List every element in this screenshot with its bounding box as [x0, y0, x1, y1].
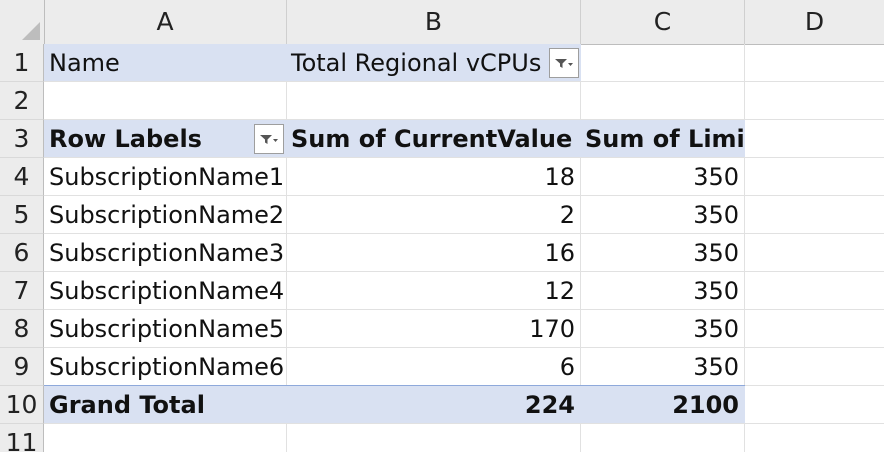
subscription-name-cell[interactable]: SubscriptionName4 — [49, 277, 285, 305]
grand-total-current[interactable]: 224 — [524, 391, 575, 419]
pivot-filter-band — [44, 44, 581, 81]
grand-total-limit[interactable]: 2100 — [672, 391, 739, 419]
sum-current-value-header[interactable]: Sum of CurrentValue — [291, 125, 573, 153]
column-header-b[interactable]: B — [287, 0, 581, 44]
row-header-1[interactable]: 1 — [0, 44, 44, 82]
filter-dropdown-button[interactable] — [549, 48, 579, 78]
gridline — [580, 44, 581, 452]
row-header-8[interactable]: 8 — [0, 310, 44, 348]
limit-cell[interactable]: 350 — [693, 353, 739, 381]
gridline — [44, 423, 884, 424]
subscription-name-cell[interactable]: SubscriptionName3 — [49, 239, 285, 267]
current-value-cell[interactable]: 16 — [544, 239, 575, 267]
gridline — [44, 233, 884, 234]
pivot-header-band — [44, 120, 745, 157]
limit-cell[interactable]: 350 — [693, 201, 739, 229]
gridline — [44, 347, 884, 348]
limit-cell[interactable]: 350 — [693, 277, 739, 305]
row-header-3[interactable]: 3 — [0, 120, 44, 158]
row-header-2[interactable]: 2 — [0, 82, 44, 120]
row-header-11[interactable]: 11 — [0, 424, 44, 452]
column-header-c[interactable]: C — [581, 0, 745, 44]
gridline — [44, 81, 884, 82]
select-all-triangle-icon — [22, 22, 40, 40]
total-top-border — [44, 385, 745, 386]
column-header-a[interactable]: A — [44, 0, 287, 44]
subscription-name-cell[interactable]: SubscriptionName6 — [49, 353, 285, 381]
filter-icon — [555, 59, 573, 68]
row-header-10[interactable]: 10 — [0, 386, 44, 424]
subscription-name-cell[interactable]: SubscriptionName2 — [49, 201, 285, 229]
current-value-cell[interactable]: 6 — [559, 353, 575, 381]
limit-cell[interactable]: 350 — [693, 315, 739, 343]
subscription-name-cell[interactable]: SubscriptionName1 — [49, 163, 285, 191]
current-value-cell[interactable]: 2 — [559, 201, 575, 229]
row-header-9[interactable]: 9 — [0, 348, 44, 386]
sum-limit-header[interactable]: Sum of Limit — [585, 125, 744, 153]
grand-total-label[interactable]: Grand Total — [49, 391, 205, 419]
filter-icon — [260, 135, 278, 144]
gridline — [44, 157, 884, 158]
current-value-cell[interactable]: 18 — [544, 163, 575, 191]
gridline — [744, 44, 745, 452]
current-value-cell[interactable]: 170 — [529, 315, 575, 343]
gridline — [286, 44, 287, 452]
filter-label[interactable]: Name — [49, 49, 120, 77]
row-header-4[interactable]: 4 — [0, 158, 44, 196]
filter-value[interactable]: Total Regional vCPUs — [291, 49, 542, 77]
limit-cell[interactable]: 350 — [693, 239, 739, 267]
limit-cell[interactable]: 350 — [693, 163, 739, 191]
row-header-7[interactable]: 7 — [0, 272, 44, 310]
current-value-cell[interactable]: 12 — [544, 277, 575, 305]
subscription-name-cell[interactable]: SubscriptionName5 — [49, 315, 285, 343]
gridline — [44, 271, 884, 272]
row-labels-header[interactable]: Row Labels — [49, 125, 202, 153]
row-header-6[interactable]: 6 — [0, 234, 44, 272]
row-header-5[interactable]: 5 — [0, 196, 44, 234]
row-labels-filter-button[interactable] — [254, 124, 284, 154]
gridline — [44, 195, 884, 196]
pivot-total-band — [44, 386, 745, 423]
gridline — [44, 119, 884, 120]
gridline — [44, 309, 884, 310]
column-header-d[interactable]: D — [804, 7, 825, 36]
select-all-button[interactable] — [0, 0, 45, 44]
